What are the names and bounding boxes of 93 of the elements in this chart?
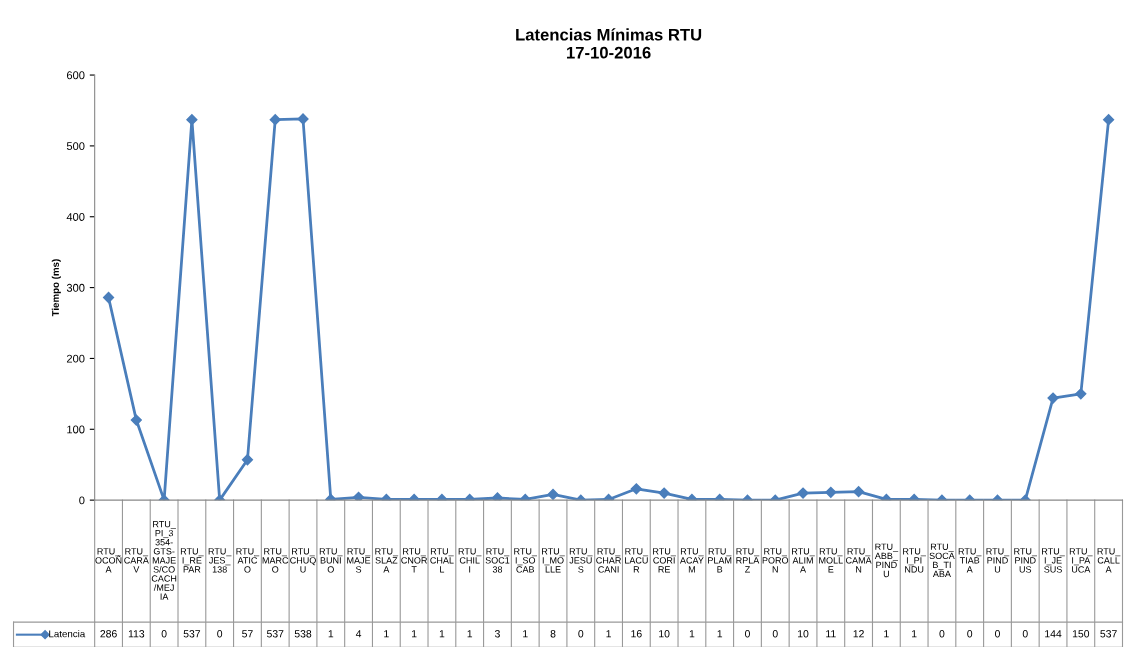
legend-label: Latencia bbox=[49, 630, 86, 638]
x-tick-label: RTU_OCOÑA bbox=[95, 548, 122, 573]
x-tick-label: RTU_PORON bbox=[762, 548, 789, 573]
point bbox=[269, 114, 281, 126]
x-tick-label: RTU_BUNIO bbox=[319, 548, 343, 573]
data-label: 11 bbox=[826, 630, 836, 638]
data-label: 0 bbox=[1022, 630, 1028, 638]
data-label: 1 bbox=[912, 630, 917, 638]
x-tick-label: RTU_PLAMB bbox=[708, 548, 732, 573]
y-tick-label: 300 bbox=[66, 283, 85, 292]
x-tick-label: RTU_CALLA bbox=[1097, 548, 1121, 573]
x-tick-label: RTU_SOC138 bbox=[485, 548, 510, 573]
data-label: 0 bbox=[744, 630, 750, 638]
x-tick-label: RTU_ABB_PINDU bbox=[874, 543, 899, 578]
x-tick-label: RTU_CAMAN bbox=[846, 548, 872, 573]
data-label: 1 bbox=[523, 630, 528, 638]
data-label: 1 bbox=[439, 630, 445, 638]
point bbox=[1102, 114, 1115, 126]
x-tick-label: RTU_I_SOCAB bbox=[514, 548, 538, 573]
data-label: 4 bbox=[355, 630, 362, 638]
data-label: 1 bbox=[384, 630, 389, 638]
data-label: 1 bbox=[717, 630, 723, 638]
data-label: 10 bbox=[659, 630, 670, 638]
x-tick-label: RTU_MOLLE bbox=[819, 548, 843, 573]
x-tick-label: RTU_I_MOLLE bbox=[542, 548, 565, 573]
data-label: 57 bbox=[242, 630, 253, 638]
x-tick-label: RTU_I_PAUCA bbox=[1069, 548, 1093, 573]
x-tick-label: RTU_RPLAZ bbox=[736, 548, 760, 573]
x-tick-label: RTU_I_PINDU bbox=[903, 548, 926, 573]
x-tick-label: RTU_CHALL bbox=[430, 548, 454, 573]
point bbox=[1075, 388, 1087, 400]
chart-title: Latencias Mínimas RTU 17-10-2016 bbox=[516, 28, 702, 59]
x-tick-label: RTU_CNORT bbox=[401, 548, 427, 573]
x-tick-label: RTU_CORIRE bbox=[653, 548, 676, 573]
x-tick-label: RTU_JESUS bbox=[569, 548, 593, 573]
y-tick-label: 400 bbox=[66, 213, 85, 221]
x-tick-label: RTU_I_REPAR bbox=[180, 548, 204, 573]
data-label: 0 bbox=[578, 630, 584, 638]
x-tick-label: RTU_CHUQU bbox=[290, 548, 316, 573]
y-tick-label: 100 bbox=[67, 425, 85, 434]
x-tick-label: RTU_CHARCANI bbox=[596, 548, 621, 573]
data-label: 0 bbox=[217, 630, 223, 638]
data-label: 537 bbox=[1100, 630, 1117, 638]
x-tick-label: RTU_ALIMA bbox=[792, 548, 815, 573]
data-label: 537 bbox=[183, 630, 201, 638]
data-label: 0 bbox=[995, 630, 1000, 638]
x-tick-label: RTU_MAJES bbox=[347, 548, 371, 573]
data-label: 3 bbox=[494, 630, 500, 638]
data-label: 538 bbox=[294, 630, 312, 638]
data-label: 0 bbox=[939, 630, 945, 638]
data-label: 8 bbox=[550, 630, 556, 638]
data-label: 1 bbox=[328, 630, 334, 638]
y-tick-label: 500 bbox=[66, 142, 85, 151]
data-label: 16 bbox=[631, 630, 642, 638]
x-tick-label: RTU_PINDU bbox=[986, 548, 1010, 573]
x-tick-label: RTU_CARAV bbox=[124, 548, 149, 573]
x-tick-label: RTU_PINDUS bbox=[1014, 548, 1038, 573]
data-label: 12 bbox=[853, 630, 864, 638]
data-label: 1 bbox=[412, 630, 417, 638]
x-tick-label: RTU_ATICO bbox=[236, 548, 260, 573]
point bbox=[825, 486, 837, 498]
x-tick-label: RTU_I_JESUS bbox=[1042, 548, 1065, 573]
data-label: 1 bbox=[884, 630, 889, 638]
x-tick-label: RTU_ACAYM bbox=[679, 548, 704, 573]
data-label: 10 bbox=[798, 630, 809, 638]
point bbox=[102, 291, 115, 304]
data-label: 537 bbox=[266, 630, 284, 638]
point bbox=[1047, 392, 1059, 404]
data-label: 144 bbox=[1045, 630, 1062, 638]
data-label: 113 bbox=[128, 630, 145, 638]
x-tick-label: RTU_CHILI bbox=[458, 548, 482, 573]
y-axis-title: Tiempo (ms) bbox=[51, 259, 61, 317]
x-tick-label: RTU_JES_138 bbox=[208, 548, 232, 573]
x-tick-label: RTU_MARCO bbox=[262, 548, 289, 573]
y-tick-label: 0 bbox=[79, 496, 85, 505]
y-tick-label: 600 bbox=[66, 71, 85, 80]
x-tick-label: RTU_SOCAB_TIABA bbox=[929, 543, 955, 578]
point bbox=[352, 491, 365, 501]
data-label: 150 bbox=[1072, 630, 1090, 638]
point bbox=[186, 114, 198, 126]
data-label: 1 bbox=[606, 630, 611, 638]
data-label: 286 bbox=[100, 630, 117, 638]
x-tick-label: RTU_SLAZA bbox=[375, 548, 399, 573]
point bbox=[130, 414, 142, 426]
data-label: 0 bbox=[967, 630, 973, 638]
data-label: 0 bbox=[161, 630, 167, 638]
category-label: RTU_PI_3354-GTS-MAJES/COCACH/MEJIA bbox=[151, 520, 177, 600]
y-tick-label: 200 bbox=[66, 354, 85, 363]
data-label: 1 bbox=[689, 630, 695, 638]
x-tick-label: RTU_LACUR bbox=[625, 548, 649, 573]
data-label: 1 bbox=[467, 630, 473, 638]
x-tick-label: RTU_TIABA bbox=[958, 548, 982, 573]
data-label: 0 bbox=[772, 630, 778, 638]
